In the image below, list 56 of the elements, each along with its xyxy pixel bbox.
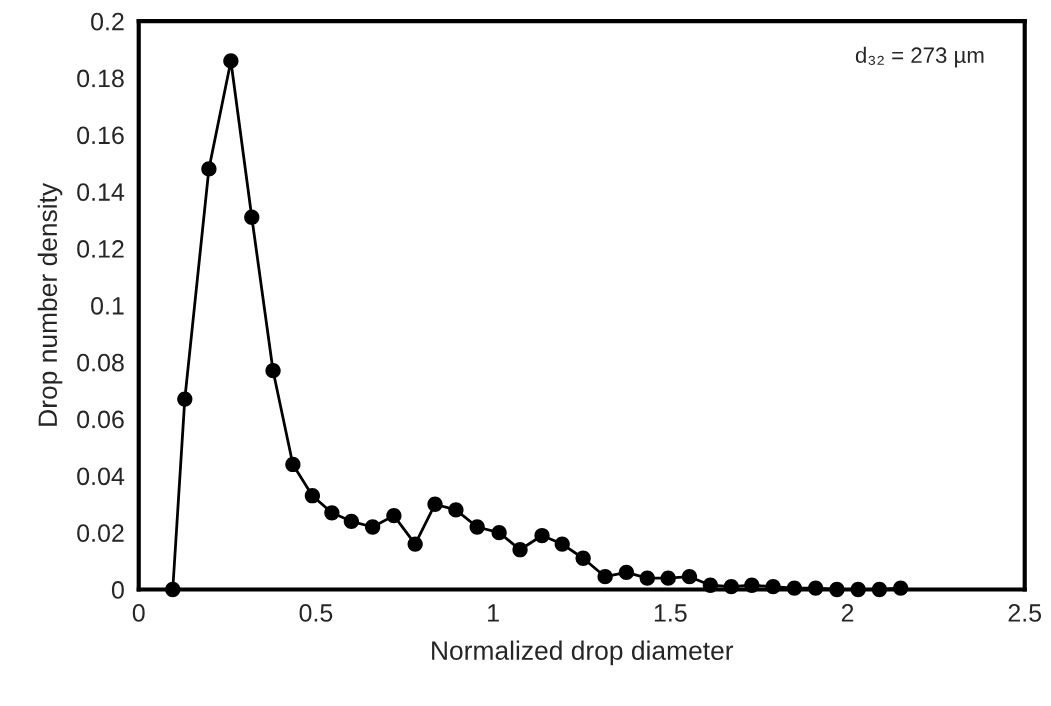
point	[850, 581, 866, 598]
point	[829, 581, 845, 598]
x-tick-label: 0.5	[299, 604, 333, 622]
x-tick-label: 2.5	[1008, 604, 1042, 622]
point	[744, 577, 760, 593]
point	[177, 391, 193, 407]
point	[448, 502, 464, 518]
point	[702, 577, 719, 593]
point	[165, 581, 181, 598]
point	[618, 564, 635, 581]
y-tick-label: 0.18	[77, 69, 124, 88]
point	[343, 513, 360, 529]
x-axis-title: Normalized drop diameter	[432, 640, 734, 666]
point	[639, 570, 655, 586]
point	[765, 579, 781, 595]
x-tick-label: 0	[132, 604, 145, 622]
point	[871, 581, 888, 598]
point	[723, 579, 739, 595]
y-tick-label: 0.12	[77, 240, 124, 258]
point	[427, 496, 443, 512]
x-tick-label: 1	[488, 604, 499, 622]
point	[223, 53, 239, 69]
y-tick-label: 0.04	[77, 467, 125, 486]
point	[469, 519, 485, 535]
y-tick-label: 0.06	[77, 410, 124, 429]
point	[201, 161, 217, 177]
y-tick-label: 0.14	[77, 183, 125, 201]
point	[304, 488, 321, 504]
y-tick-label: 0	[111, 581, 124, 599]
y-tick-label: 0.1	[91, 296, 124, 315]
y-tick-label: 0.2	[91, 12, 124, 31]
x-tick-label: 1.5	[654, 604, 687, 622]
point	[265, 363, 281, 379]
y-axis-title: Drop number density	[37, 182, 63, 426]
y-tick-label: 0.16	[77, 126, 124, 145]
point	[285, 456, 301, 473]
x-tick-label: 2	[841, 604, 854, 622]
point	[534, 527, 550, 544]
annotation: d₃₂ = 273 µm	[855, 46, 984, 68]
y-tick-label: 0.02	[77, 524, 124, 542]
point	[512, 542, 528, 558]
point	[244, 209, 260, 225]
point	[491, 525, 507, 541]
point	[386, 507, 402, 524]
point	[786, 580, 803, 596]
point	[365, 519, 381, 535]
point	[660, 570, 676, 586]
point	[407, 536, 423, 552]
point	[893, 580, 909, 596]
point	[807, 580, 824, 596]
point	[575, 550, 591, 566]
point	[324, 505, 340, 521]
point	[554, 536, 570, 552]
point	[597, 569, 613, 585]
y-tick-label: 0.08	[77, 353, 124, 372]
point	[681, 569, 698, 585]
